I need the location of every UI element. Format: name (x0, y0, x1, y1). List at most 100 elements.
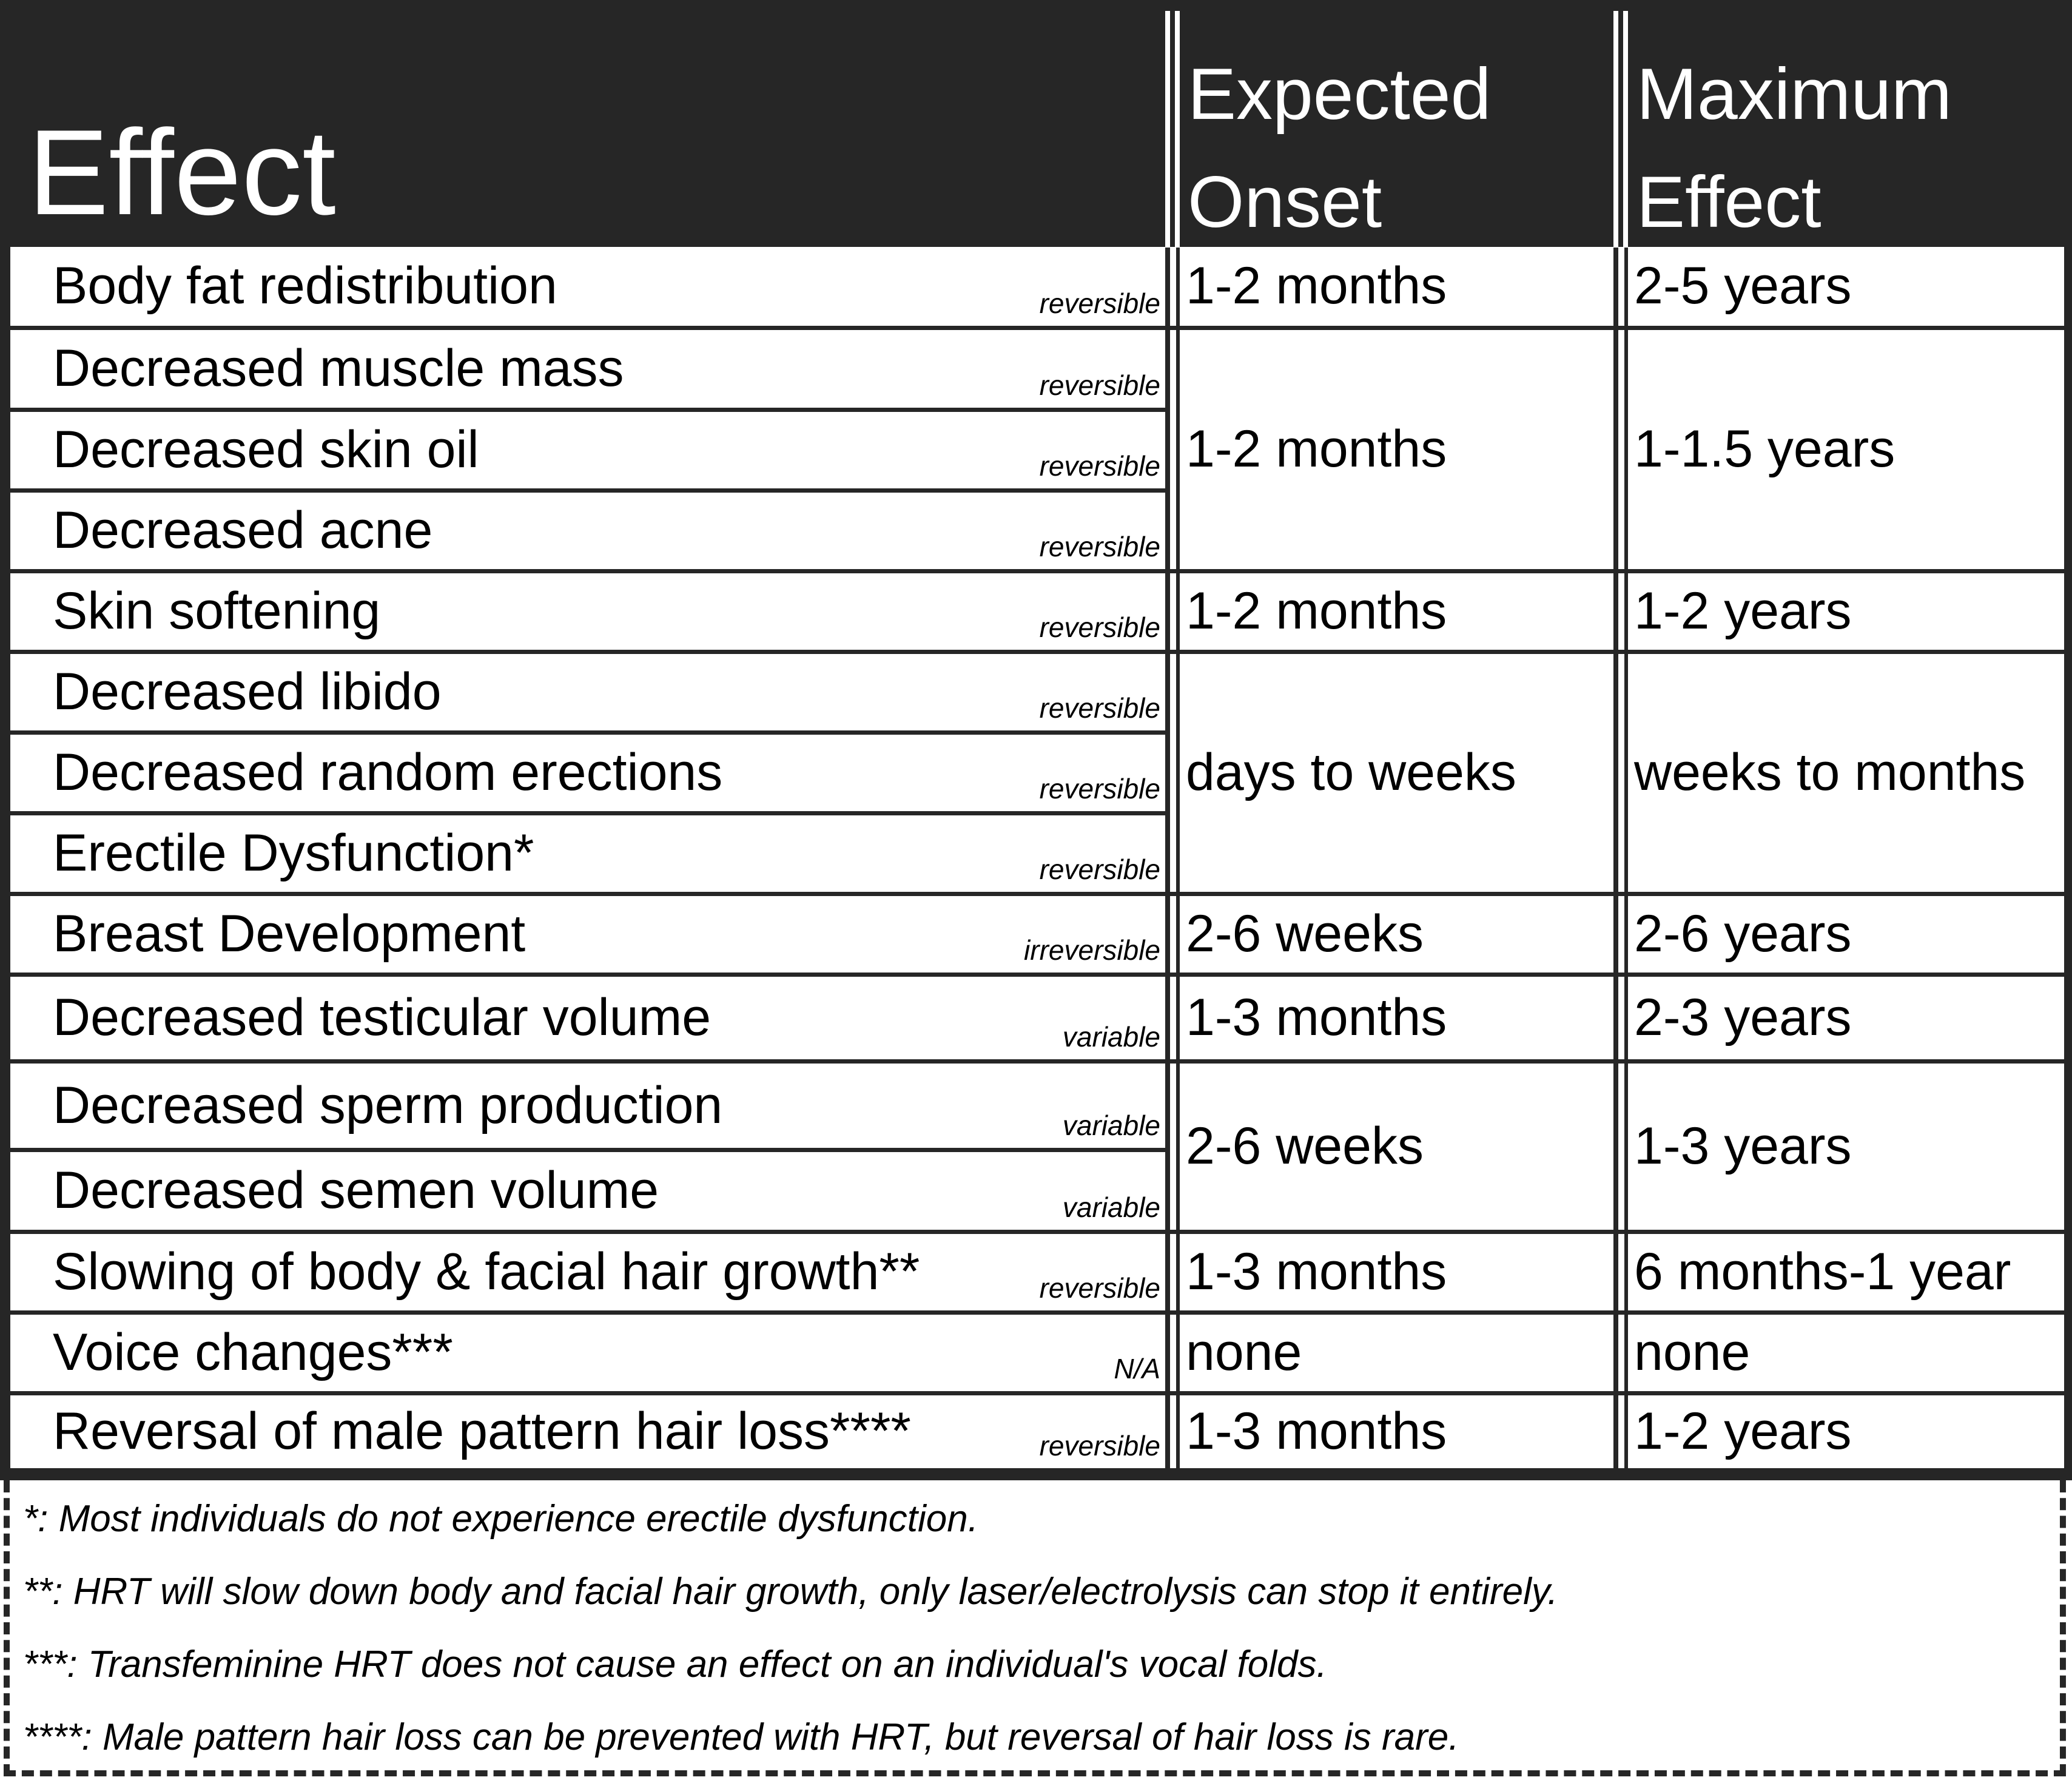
expected-onset-cell: 1-3 months (1180, 1395, 1613, 1468)
column-divider (1170, 1063, 1176, 1230)
table-row: Body fat redistribution reversible (10, 247, 1165, 326)
column-divider (1170, 573, 1176, 650)
reversibility-tag: reversible (1039, 287, 1160, 319)
column-divider (1618, 247, 1624, 326)
maximum-effect-cell-value: 2-6 years (1634, 905, 1852, 963)
maximum-effect-cell: 2-6 years (1628, 895, 2064, 973)
effect-name: Voice changes*** (53, 1323, 453, 1381)
effect-name: Skin softening (53, 582, 381, 640)
column-divider (1170, 653, 1176, 892)
expected-onset-cell: 1-2 months (1180, 329, 1613, 569)
expected-onset-cell-value: 1-3 months (1186, 1242, 1447, 1301)
maximum-effect-cell: 1-1.5 years (1628, 329, 2064, 569)
effect-name: Decreased testicular volume (53, 988, 711, 1047)
maximum-effect-cell-value: weeks to months (1634, 743, 2026, 801)
maximum-effect-cell-value: 1-3 years (1634, 1117, 1852, 1175)
expected-onset-cell-value: 1-2 months (1186, 257, 1447, 315)
maximum-effect-cell-value: none (1634, 1323, 1751, 1381)
column-divider (1618, 895, 1624, 973)
table-row: Reversal of male pattern hair loss**** re… (10, 1395, 1165, 1468)
effect-name: Erectile Dysfunction* (53, 824, 534, 882)
maximum-effect-cell: weeks to months (1628, 653, 2064, 892)
reversibility-tag: irreversible (1024, 934, 1160, 966)
expected-onset-cell-value: 2-6 weeks (1186, 905, 1424, 963)
expected-onset-cell: 2-6 weeks (1180, 1063, 1613, 1230)
column-divider (1618, 653, 1624, 892)
footnote: ***: Transfeminine HRT does not cause an… (23, 1643, 1327, 1685)
header-max-line2: Effect (1636, 161, 1821, 243)
effects-table: Effect Expected Onset Maximum Effect Bod… (0, 0, 2072, 1480)
expected-onset-cell-value: none (1186, 1323, 1302, 1381)
table-row: Decreased semen volume variable (10, 1151, 1165, 1230)
header-divider (1165, 11, 1170, 248)
table-row: Decreased acne reversible (10, 492, 1165, 569)
reversibility-tag: reversible (1039, 772, 1160, 804)
effect-name: Slowing of body & facial hair growth** (53, 1242, 920, 1301)
table-row: Slowing of body & facial hair growth** re… (10, 1233, 1165, 1310)
effect-name: Decreased acne (53, 501, 433, 559)
expected-onset-cell-value: 2-6 weeks (1186, 1117, 1424, 1175)
effect-name: Decreased sperm production (53, 1076, 723, 1134)
reversibility-tag: variable (1062, 1191, 1160, 1223)
maximum-effect-cell-value: 1-2 years (1634, 582, 1852, 640)
column-divider (1170, 1233, 1176, 1310)
table-row: Decreased sperm production variable (10, 1063, 1165, 1148)
maximum-effect-cell: 6 months-1 year (1628, 1233, 2064, 1310)
header-divider (1175, 11, 1180, 248)
column-divider (1618, 1063, 1624, 1230)
header-onset-line2: Onset (1188, 161, 1382, 243)
footnote: ****: Male pattern hair loss can be prev… (23, 1716, 1459, 1758)
maximum-effect-cell-value: 1-2 years (1634, 1402, 1852, 1460)
header-divider (1613, 11, 1618, 248)
reversibility-tag: reversible (1039, 1429, 1160, 1461)
column-divider (1618, 573, 1624, 650)
effect-name: Breast Development (53, 905, 526, 963)
header-expected-onset: Expected Onset (1188, 40, 1491, 256)
effect-name: Decreased skin oil (53, 420, 479, 479)
header-onset-line1: Expected (1188, 53, 1492, 135)
maximum-effect-cell: 2-3 years (1628, 976, 2064, 1059)
expected-onset-cell: none (1180, 1314, 1613, 1391)
maximum-effect-cell-value: 2-3 years (1634, 988, 1852, 1047)
effect-name: Decreased semen volume (53, 1161, 659, 1219)
table-row: Breast Development irreversible (10, 895, 1165, 973)
table-row: Decreased libido reversible (10, 653, 1165, 730)
reversibility-tag: reversible (1039, 369, 1160, 401)
table-row: Decreased random erections reversible (10, 734, 1165, 811)
reversibility-tag: reversible (1039, 1272, 1160, 1304)
header-divider (1623, 11, 1628, 248)
reversibility-tag: reversible (1039, 611, 1160, 643)
reversibility-tag: variable (1062, 1020, 1160, 1053)
header-maximum-effect: Maximum Effect (1636, 40, 1952, 256)
expected-onset-cell-value: 1-2 months (1186, 420, 1447, 478)
maximum-effect-cell-value: 2-5 years (1634, 257, 1852, 315)
column-divider (1618, 976, 1624, 1059)
reversibility-tag: N/A (1114, 1352, 1160, 1384)
table-row: Skin softening reversible (10, 573, 1165, 650)
header-effect: Effect (28, 105, 336, 240)
reversibility-tag: reversible (1039, 450, 1160, 482)
table-row: Decreased skin oil reversible (10, 411, 1165, 488)
maximum-effect-cell: 1-2 years (1628, 573, 2064, 650)
maximum-effect-cell: 2-5 years (1628, 247, 2064, 326)
column-divider (1170, 1395, 1176, 1468)
effect-name: Decreased muscle mass (53, 339, 624, 397)
footnote: **: HRT will slow down body and facial h… (23, 1571, 1558, 1613)
footnote: *: Most individuals do not experience er… (23, 1498, 978, 1540)
maximum-effect-cell-value: 6 months-1 year (1634, 1242, 2011, 1301)
expected-onset-cell: 1-3 months (1180, 1233, 1613, 1310)
maximum-effect-cell: 1-3 years (1628, 1063, 2064, 1230)
column-divider (1170, 976, 1176, 1059)
effect-name: Body fat redistribution (53, 257, 557, 315)
expected-onset-cell: 1-3 months (1180, 976, 1613, 1059)
table-row: Erectile Dysfunction* reversible (10, 815, 1165, 892)
maximum-effect-cell: 1-2 years (1628, 1395, 2064, 1468)
column-divider (1170, 895, 1176, 973)
column-divider (1170, 247, 1176, 326)
column-divider (1618, 1314, 1624, 1391)
maximum-effect-cell: none (1628, 1314, 2064, 1391)
effect-name: Decreased libido (53, 662, 442, 721)
column-divider (1618, 1395, 1624, 1468)
effect-name: Decreased random erections (53, 743, 723, 801)
expected-onset-cell: 1-2 months (1180, 573, 1613, 650)
